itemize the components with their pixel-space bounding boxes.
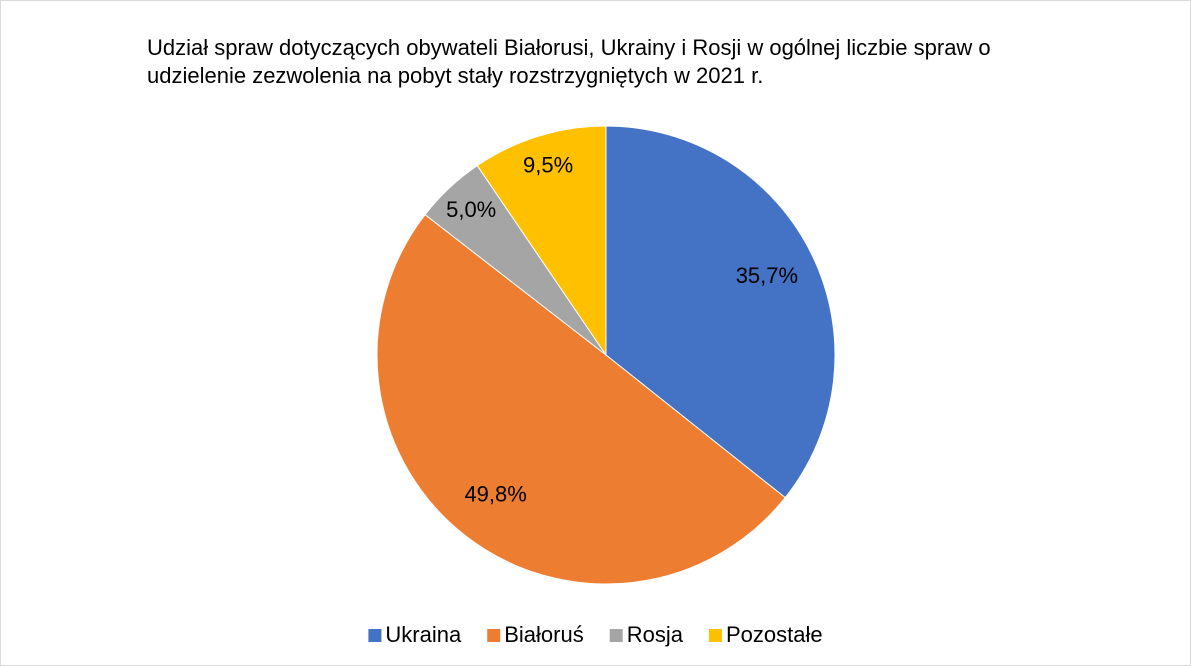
legend-swatch <box>708 629 722 642</box>
data-label: 49,8% <box>464 481 526 506</box>
data-label: 35,7% <box>736 263 798 288</box>
legend-label: Ukraina <box>385 622 462 647</box>
legend-label: Białoruś <box>504 622 583 647</box>
legend-label: Pozostałe <box>726 622 823 647</box>
legend-swatch <box>487 629 501 642</box>
legend-swatch <box>609 629 623 642</box>
pie-slice <box>605 125 836 499</box>
legend-swatch <box>368 629 382 642</box>
chart-title: Udział spraw dotyczących obywateli Biało… <box>147 35 991 88</box>
legend-label: Rosja <box>627 622 684 647</box>
data-label: 9,5% <box>523 153 573 178</box>
pie-slice <box>476 125 607 357</box>
data-label: 5,0% <box>446 197 496 222</box>
pie-slice <box>376 213 786 585</box>
